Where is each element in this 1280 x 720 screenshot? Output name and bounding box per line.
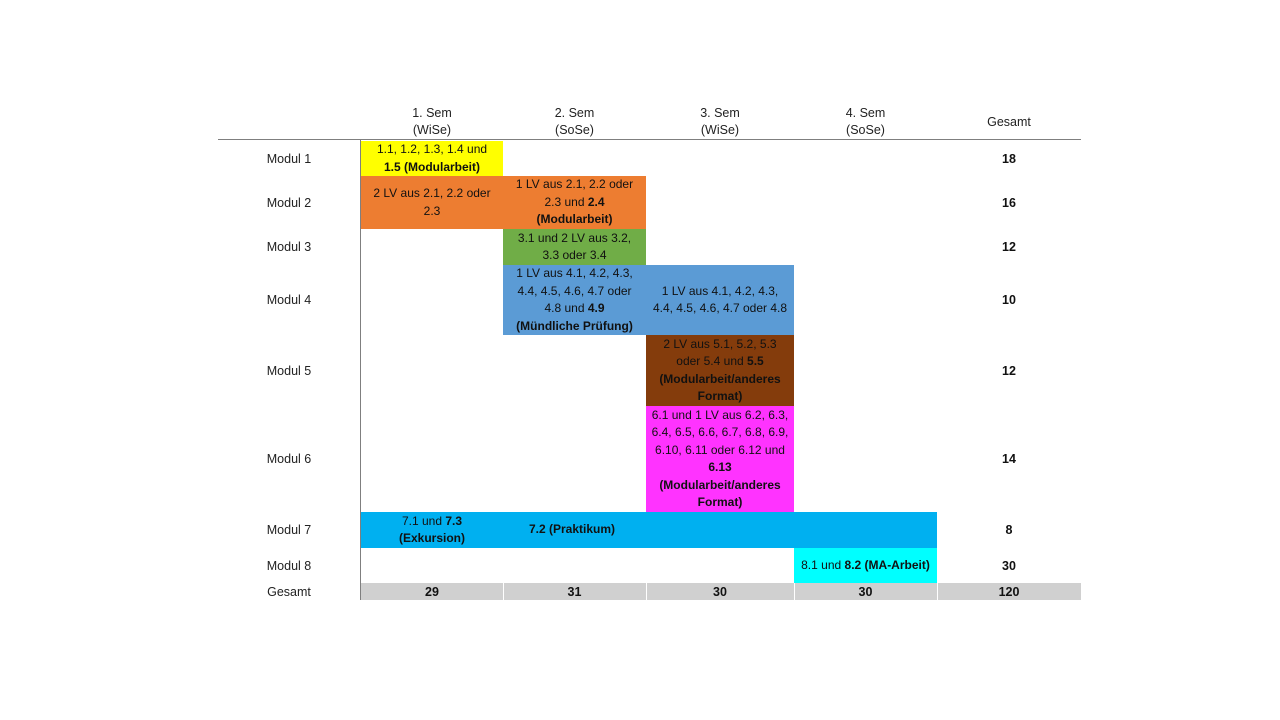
cell-text: 2 LV aus 5.1, 5.2, 5.3 oder 5.4 und [663,336,777,369]
cell-text: 2 LV aus 2.1, 2.2 oder 2.3 [373,186,491,218]
header-sem-1: 1. Sem (WiSe) [361,104,503,140]
cell-text: 6.1 und 1 LV aus 6.2, 6.3, 6.4, 6.5, 6.6… [651,407,789,457]
row-total-modul-4: 10 [1002,293,1016,307]
cell-text-bold: 6.13 [708,460,732,474]
header-sem-1-line2: (WiSe) [412,123,452,137]
footer-total-sem-3: 30 [713,584,727,599]
header-sem-3-line1: 3. Sem [700,106,740,120]
cell-text: 1 LV aus 2.1, 2.2 oder 2.3 und [515,177,634,209]
cell-text-bold: 7.2 (Praktikum) [529,522,616,537]
row-label-modul-2: Modul 2 [266,195,312,210]
cell-modul-7-sem-1: 7.1 und 7.3 (Exkursion) [361,512,503,548]
row-total-modul-8: 30 [1002,558,1016,573]
cell-text: 1 LV aus 4.1, 4.2, 4.3, 4.4, 4.5, 4.6, 4… [652,283,788,316]
header-sem-4: 4. Sem (SoSe) [794,104,937,140]
header-sem-2: 2. Sem (SoSe) [503,104,646,140]
row-label-modul-8: Modul 8 [266,558,312,573]
row-label-modul-4: Modul 4 [266,293,312,307]
header-sem-3-line2: (WiSe) [700,123,740,137]
row-total-modul-5: 12 [1002,363,1016,378]
footer-label: Gesamt [267,584,311,599]
footer-separator [646,583,647,600]
cell-modul-3-sem-2: 3.1 und 2 LV aus 3.2, 3.3 oder 3.4 [503,229,646,265]
footer-total-sem-4: 30 [858,584,873,599]
header-total: Gesamt [937,104,1081,140]
cell-text: 1.1, 1.2, 1.3, 1.4 und [376,142,488,156]
header-sem-2-line2: (SoSe) [555,123,594,137]
footer-total-bar [361,583,1081,600]
cell-modul-1-sem-1: 1.1, 1.2, 1.3, 1.4 und 1.5 (Modularbeit) [361,141,503,176]
cell-text-bold-2: (Modularbeit/anderes Format) [659,371,781,404]
footer-separator [794,583,795,600]
row-label-modul-7: Modul 7 [266,523,312,537]
row-total-modul-1: 18 [1002,151,1016,166]
label-divider [360,140,361,600]
row-total-modul-6: 14 [1002,452,1016,466]
footer-grand-total: 120 [998,584,1020,599]
cell-modul-7-sem-2-4: 7.2 (Praktikum) [503,512,937,548]
cell-text-bold-2: (Modularbeit) [536,212,613,227]
cell-text-bold: 4.9 [587,301,605,315]
header-divider [218,139,1081,140]
cell-modul-2-sem-2: 1 LV aus 2.1, 2.2 oder 2.3 und 2.4 (Modu… [503,176,646,229]
cell-text-bold: 2.4 [587,194,605,209]
cell-modul-8-sem-4: 8.1 und 8.2 (MA-Arbeit) [794,548,937,583]
cell-text-bold-2: (Mündliche Prüfung) [516,318,633,333]
cell-modul-6-sem-3: 6.1 und 1 LV aus 6.2, 6.3, 6.4, 6.5, 6.6… [646,406,794,512]
row-label-modul-1: Modul 1 [266,151,312,166]
cell-modul-5-sem-3: 2 LV aus 5.1, 5.2, 5.3 oder 5.4 und 5.5 … [646,335,794,406]
row-label-modul-3: Modul 3 [266,240,312,254]
header-sem-3: 3. Sem (WiSe) [646,104,794,140]
cell-text: 7.1 und [401,513,442,528]
cell-text-bold-2: (Modularbeit/anderes Format) [659,477,781,510]
footer-total-sem-1: 29 [425,584,439,599]
row-label-modul-5: Modul 5 [266,363,312,378]
cell-text-bold: 7.3 [445,513,463,528]
cell-text-bold-2: (Exkursion) [398,531,465,545]
cell-modul-2-sem-1: 2 LV aus 2.1, 2.2 oder 2.3 [361,176,503,229]
cell-modul-4-sem-2: 1 LV aus 4.1, 4.2, 4.3, 4.4, 4.5, 4.6, 4… [503,265,646,335]
header-sem-4-line2: (SoSe) [846,123,885,137]
row-total-modul-2: 16 [1002,195,1016,210]
header-sem-4-line1: 4. Sem [845,106,886,120]
cell-modul-4-sem-3: 1 LV aus 4.1, 4.2, 4.3, 4.4, 4.5, 4.6, 4… [646,265,794,335]
row-total-modul-3: 12 [1002,240,1016,254]
cell-text: 8.1 und [801,557,842,572]
cell-text: 1 LV aus 4.1, 4.2, 4.3, 4.4, 4.5, 4.6, 4… [516,266,633,315]
header-sem-1-line1: 1. Sem [412,106,452,120]
cell-text-bold: 8.2 (MA-Arbeit) [844,557,930,572]
row-label-modul-6: Modul 6 [266,452,312,466]
header-total-label: Gesamt [987,114,1031,129]
row-total-modul-7: 8 [1005,523,1013,537]
footer-separator [937,583,938,600]
cell-text-bold: 1.5 (Modularbeit) [383,159,480,174]
cell-text-bold: 5.5 [747,354,764,368]
header-sem-2-line1: 2. Sem [554,106,595,120]
footer-separator [503,583,504,600]
cell-text: 3.1 und 2 LV aus 3.2, 3.3 oder 3.4 [517,230,632,263]
footer-total-sem-2: 31 [567,584,582,599]
